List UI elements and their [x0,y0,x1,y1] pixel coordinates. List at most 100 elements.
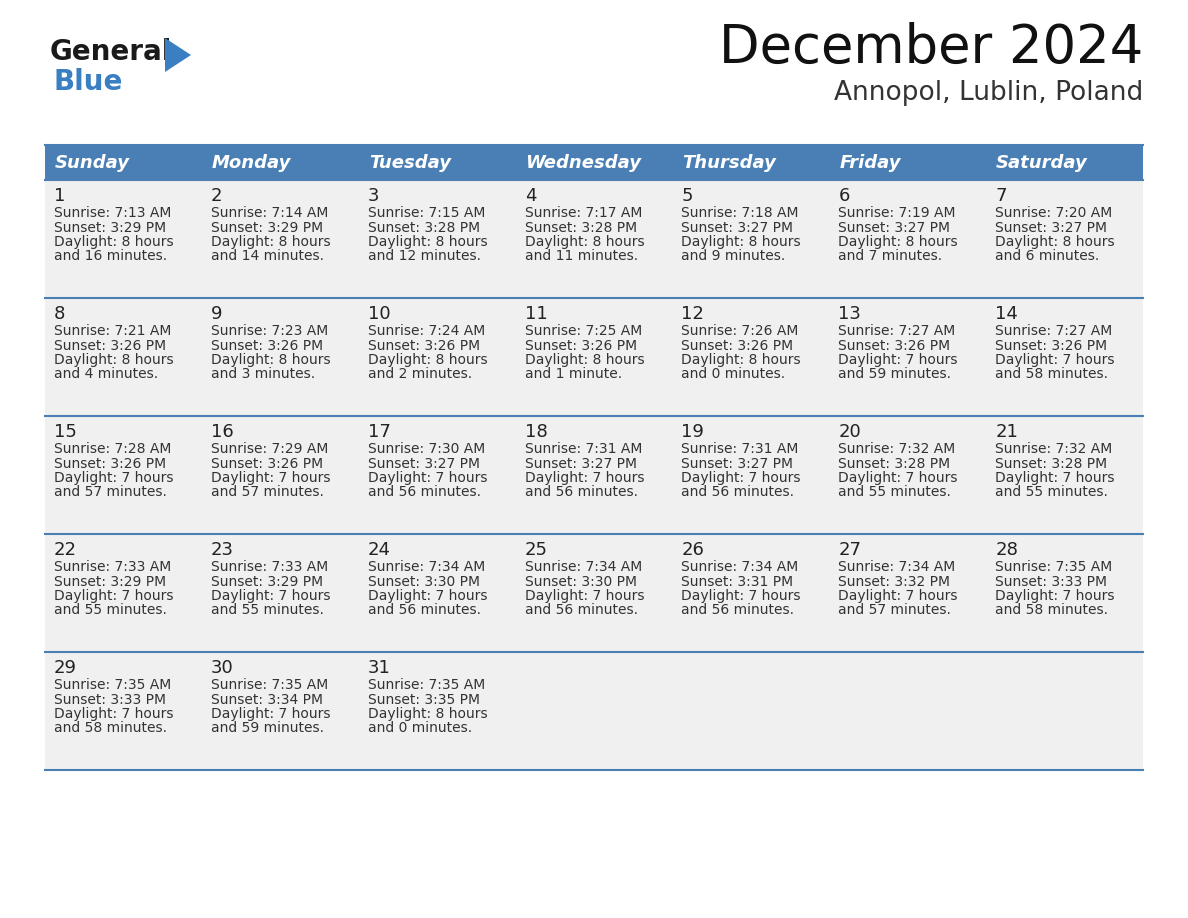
Text: 27: 27 [839,541,861,559]
Text: Daylight: 7 hours: Daylight: 7 hours [53,471,173,485]
Text: Daylight: 8 hours: Daylight: 8 hours [996,235,1114,249]
Text: Sunrise: 7:35 AM: Sunrise: 7:35 AM [210,678,328,692]
Text: Sunset: 3:26 PM: Sunset: 3:26 PM [210,456,323,471]
Text: and 3 minutes.: and 3 minutes. [210,367,315,382]
Text: Daylight: 8 hours: Daylight: 8 hours [525,353,644,367]
Text: Daylight: 7 hours: Daylight: 7 hours [839,353,958,367]
Text: Sunrise: 7:32 AM: Sunrise: 7:32 AM [839,442,955,456]
Text: Sunset: 3:27 PM: Sunset: 3:27 PM [996,220,1107,234]
Text: Daylight: 7 hours: Daylight: 7 hours [368,471,487,485]
Text: Daylight: 8 hours: Daylight: 8 hours [368,353,487,367]
Text: Sunrise: 7:19 AM: Sunrise: 7:19 AM [839,206,956,220]
Text: Daylight: 7 hours: Daylight: 7 hours [682,471,801,485]
Text: Sunrise: 7:33 AM: Sunrise: 7:33 AM [210,560,328,574]
Text: 23: 23 [210,541,234,559]
Text: Daylight: 8 hours: Daylight: 8 hours [525,235,644,249]
Bar [45,416,1143,534]
Text: Daylight: 7 hours: Daylight: 7 hours [210,589,330,603]
Text: Sunrise: 7:33 AM: Sunrise: 7:33 AM [53,560,171,574]
Text: Annopol, Lublin, Poland: Annopol, Lublin, Poland [834,80,1143,106]
Text: Sunrise: 7:34 AM: Sunrise: 7:34 AM [839,560,955,574]
Text: and 4 minutes.: and 4 minutes. [53,367,158,382]
Text: Daylight: 7 hours: Daylight: 7 hours [996,471,1114,485]
Text: Daylight: 8 hours: Daylight: 8 hours [839,235,958,249]
Text: Sunrise: 7:14 AM: Sunrise: 7:14 AM [210,206,328,220]
Text: and 58 minutes.: and 58 minutes. [53,722,168,735]
Text: Sunset: 3:28 PM: Sunset: 3:28 PM [996,456,1107,471]
Text: and 56 minutes.: and 56 minutes. [682,603,795,618]
Text: Sunrise: 7:13 AM: Sunrise: 7:13 AM [53,206,171,220]
Text: 24: 24 [368,541,391,559]
Text: Sunday: Sunday [55,153,129,172]
Text: 30: 30 [210,659,234,677]
Text: Daylight: 7 hours: Daylight: 7 hours [996,353,1114,367]
Text: Sunrise: 7:27 AM: Sunrise: 7:27 AM [839,324,955,338]
Text: Daylight: 7 hours: Daylight: 7 hours [368,589,487,603]
Text: Daylight: 8 hours: Daylight: 8 hours [368,235,487,249]
Text: Daylight: 7 hours: Daylight: 7 hours [210,707,330,721]
Bar [516,145,672,180]
Text: Daylight: 8 hours: Daylight: 8 hours [53,235,173,249]
Text: and 56 minutes.: and 56 minutes. [368,486,481,499]
Text: Daylight: 8 hours: Daylight: 8 hours [682,353,801,367]
Text: and 11 minutes.: and 11 minutes. [525,250,638,263]
Text: and 7 minutes.: and 7 minutes. [839,250,942,263]
Bar [45,180,1143,298]
Text: 14: 14 [996,305,1018,323]
Text: and 59 minutes.: and 59 minutes. [210,722,324,735]
Text: Tuesday: Tuesday [368,153,450,172]
Text: 19: 19 [682,423,704,441]
Text: 11: 11 [525,305,548,323]
Text: Sunset: 3:28 PM: Sunset: 3:28 PM [839,456,950,471]
Text: Sunset: 3:30 PM: Sunset: 3:30 PM [525,575,637,588]
Text: Sunrise: 7:27 AM: Sunrise: 7:27 AM [996,324,1112,338]
Text: Sunrise: 7:29 AM: Sunrise: 7:29 AM [210,442,328,456]
Text: 1: 1 [53,187,65,205]
Text: Sunrise: 7:34 AM: Sunrise: 7:34 AM [682,560,798,574]
Text: Sunset: 3:26 PM: Sunset: 3:26 PM [53,339,166,353]
Text: Sunset: 3:33 PM: Sunset: 3:33 PM [996,575,1107,588]
Text: Daylight: 7 hours: Daylight: 7 hours [839,471,958,485]
Text: 5: 5 [682,187,693,205]
Text: 12: 12 [682,305,704,323]
Text: Sunset: 3:27 PM: Sunset: 3:27 PM [525,456,637,471]
Text: and 56 minutes.: and 56 minutes. [525,486,638,499]
Text: Thursday: Thursday [682,153,776,172]
Text: 15: 15 [53,423,77,441]
Text: Sunrise: 7:35 AM: Sunrise: 7:35 AM [996,560,1112,574]
Text: Daylight: 8 hours: Daylight: 8 hours [682,235,801,249]
Text: Sunset: 3:27 PM: Sunset: 3:27 PM [368,456,480,471]
Text: Sunset: 3:30 PM: Sunset: 3:30 PM [368,575,480,588]
Text: 3: 3 [368,187,379,205]
Text: Sunrise: 7:15 AM: Sunrise: 7:15 AM [368,206,485,220]
Text: Sunrise: 7:32 AM: Sunrise: 7:32 AM [996,442,1112,456]
Text: Monday: Monday [211,153,291,172]
Text: Sunset: 3:29 PM: Sunset: 3:29 PM [53,575,166,588]
Text: and 6 minutes.: and 6 minutes. [996,250,1099,263]
Text: and 56 minutes.: and 56 minutes. [525,603,638,618]
Text: Sunrise: 7:21 AM: Sunrise: 7:21 AM [53,324,171,338]
Text: Daylight: 7 hours: Daylight: 7 hours [210,471,330,485]
Text: and 55 minutes.: and 55 minutes. [996,486,1108,499]
Text: and 56 minutes.: and 56 minutes. [682,486,795,499]
Text: Sunset: 3:28 PM: Sunset: 3:28 PM [368,220,480,234]
Text: Sunset: 3:31 PM: Sunset: 3:31 PM [682,575,794,588]
Text: Sunrise: 7:35 AM: Sunrise: 7:35 AM [53,678,171,692]
Text: Sunset: 3:32 PM: Sunset: 3:32 PM [839,575,950,588]
Text: Sunrise: 7:26 AM: Sunrise: 7:26 AM [682,324,798,338]
Bar [45,534,1143,652]
Text: Daylight: 7 hours: Daylight: 7 hours [525,471,644,485]
Text: Sunset: 3:26 PM: Sunset: 3:26 PM [525,339,637,353]
Text: 9: 9 [210,305,222,323]
Bar [45,652,1143,770]
Text: Sunset: 3:26 PM: Sunset: 3:26 PM [996,339,1107,353]
Text: Sunset: 3:26 PM: Sunset: 3:26 PM [839,339,950,353]
Text: 20: 20 [839,423,861,441]
Bar [672,145,829,180]
Text: 25: 25 [525,541,548,559]
Text: Sunset: 3:26 PM: Sunset: 3:26 PM [210,339,323,353]
Text: and 14 minutes.: and 14 minutes. [210,250,324,263]
Text: Wednesday: Wednesday [525,153,642,172]
Text: Sunset: 3:26 PM: Sunset: 3:26 PM [368,339,480,353]
Text: Sunrise: 7:18 AM: Sunrise: 7:18 AM [682,206,798,220]
